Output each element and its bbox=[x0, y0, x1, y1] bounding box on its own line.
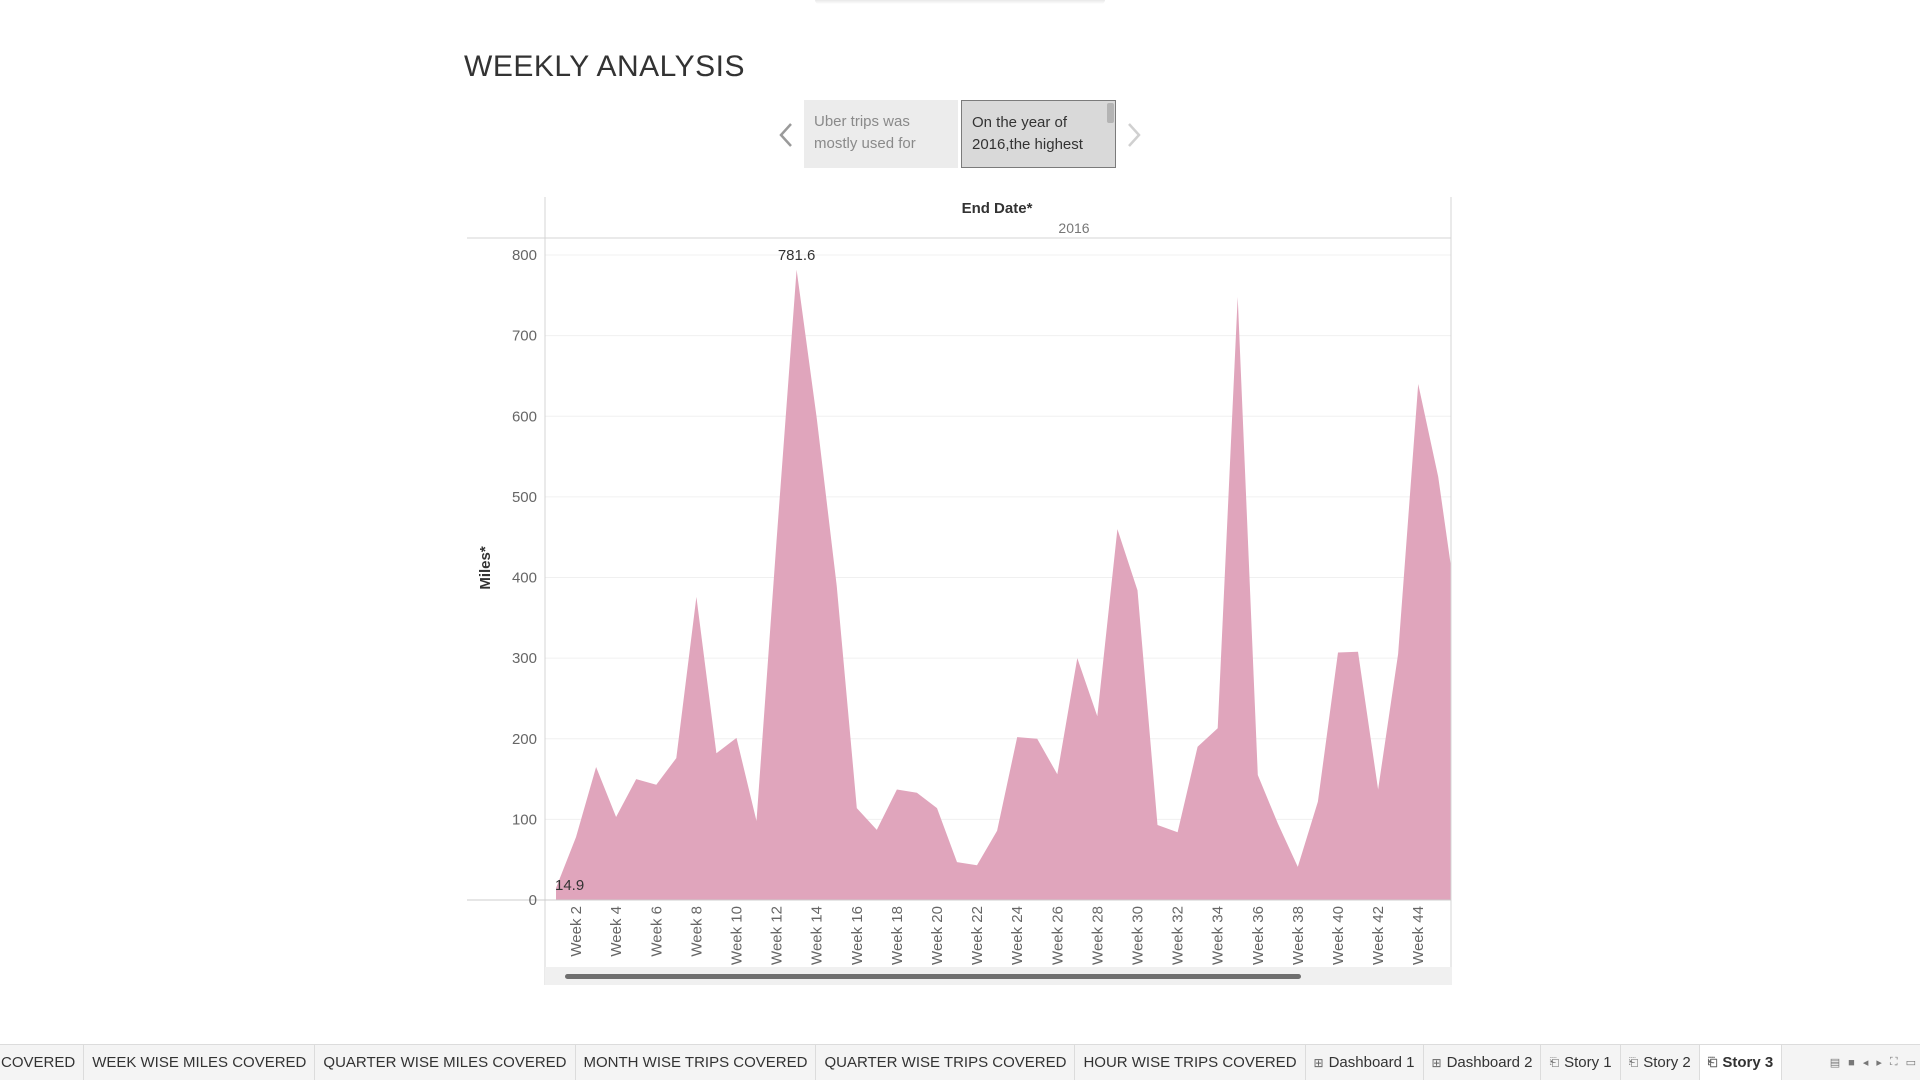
sheet-tab[interactable]: ⎗ Story 3 bbox=[1699, 1045, 1783, 1080]
sheet-tab[interactable]: ⎗ Story 2 bbox=[1621, 1045, 1700, 1080]
x-tick-label: Week 38 bbox=[1290, 906, 1307, 965]
sheet-tab[interactable]: QUARTER WISE TRIPS COVERED bbox=[816, 1045, 1076, 1080]
sheet-tab[interactable]: HOUR WISE TRIPS COVERED bbox=[1075, 1045, 1306, 1080]
sheet-tab-label: QUARTER WISE TRIPS COVERED bbox=[824, 1054, 1067, 1071]
story-point-scrollbar[interactable] bbox=[1107, 103, 1114, 123]
next-story-point-button[interactable] bbox=[1122, 118, 1146, 152]
x-tick-label: Week 2 bbox=[568, 906, 585, 957]
story-point-1-text: Uber trips was mostly used for bbox=[814, 113, 916, 152]
x-tick-label: Week 16 bbox=[849, 906, 866, 965]
horizontal-scrollbar[interactable] bbox=[545, 967, 1452, 985]
story-icon: ⎗ bbox=[1549, 1055, 1560, 1069]
scroll-left-icon[interactable]: ◂ bbox=[1862, 1057, 1869, 1069]
weekly-miles-area-chart: End Date* 2016 Miles* 0 100 200 300 400 500 60… bbox=[467, 197, 1452, 985]
show-sheet-sorter-icon[interactable]: ▤ bbox=[1829, 1057, 1841, 1069]
y-axis-title[interactable]: Miles* bbox=[477, 546, 494, 590]
x-tick-label: Week 4 bbox=[608, 906, 625, 957]
x-tick-label: Week 44 bbox=[1410, 906, 1427, 965]
x-tick-label: Week 22 bbox=[969, 906, 986, 965]
y-tick-label: 200 bbox=[512, 731, 537, 748]
story-icon: ⎗ bbox=[1628, 1055, 1639, 1069]
x-tick-label: Week 34 bbox=[1210, 906, 1227, 965]
data-label: 14.9 bbox=[555, 877, 584, 894]
story-point-2-text: On the year of 2016,the highest bbox=[972, 114, 1083, 153]
sheet-tab-label: Story 3 bbox=[1722, 1054, 1774, 1071]
column-header-end-date[interactable]: End Date* bbox=[962, 200, 1033, 217]
x-tick-label: Week 28 bbox=[1089, 906, 1106, 965]
miles-area-series[interactable] bbox=[556, 269, 1451, 900]
previous-story-point-button[interactable] bbox=[774, 118, 798, 152]
x-tick-label: Week 12 bbox=[769, 906, 786, 965]
sheet-tab[interactable]: COVERED bbox=[0, 1045, 85, 1080]
story-title: WEEKLY ANALYSIS bbox=[464, 50, 745, 83]
x-tick-label: Week 20 bbox=[929, 906, 946, 965]
sheet-tab-label: Dashboard 2 bbox=[1446, 1054, 1533, 1071]
x-tick-label: Week 14 bbox=[809, 906, 826, 965]
presentation-icon[interactable]: ▭ bbox=[1905, 1057, 1916, 1069]
top-toolbar-edge bbox=[815, 0, 1105, 4]
x-tick-label: Week 18 bbox=[889, 906, 906, 965]
sheet-tab[interactable]: ⊞ Dashboard 1 bbox=[1306, 1045, 1424, 1080]
sheet-tab[interactable]: ⊞ Dashboard 2 bbox=[1424, 1045, 1542, 1080]
x-tick-label: Week 36 bbox=[1250, 906, 1267, 965]
sheet-tab-label: COVERED bbox=[1, 1054, 76, 1071]
x-tick-label: Week 24 bbox=[1009, 906, 1026, 965]
x-tick-label: Week 26 bbox=[1049, 906, 1066, 965]
dashboard-icon: ⊞ bbox=[1431, 1055, 1442, 1070]
x-tick-label: Week 10 bbox=[729, 906, 746, 965]
show-filmstrip-icon[interactable]: ■ bbox=[1848, 1056, 1855, 1069]
sheet-tab[interactable]: ⎗ Story 1 bbox=[1541, 1045, 1621, 1080]
story-point-1[interactable]: Uber trips was mostly used for bbox=[804, 100, 958, 168]
y-tick-label: 0 bbox=[529, 892, 537, 909]
sheet-tab-bar: COVERED WEEK WISE MILES COVERED QUARTER WI… bbox=[0, 1044, 1920, 1080]
sheet-tab[interactable]: QUARTER WISE MILES COVERED bbox=[315, 1045, 576, 1080]
sheet-tab[interactable]: MONTH WISE TRIPS COVERED bbox=[576, 1045, 817, 1080]
sheet-tab-label: MONTH WISE TRIPS COVERED bbox=[583, 1054, 808, 1071]
sheet-tab-label: Story 2 bbox=[1643, 1054, 1691, 1071]
x-tick-label: Week 6 bbox=[648, 906, 665, 957]
column-header-year: 2016 bbox=[1058, 220, 1089, 236]
story-icon: ⎗ bbox=[1707, 1055, 1718, 1069]
scroll-right-icon[interactable]: ▸ bbox=[1876, 1057, 1882, 1069]
y-tick-label: 800 bbox=[512, 247, 537, 264]
sheet-tab-label: WEEK WISE MILES COVERED bbox=[92, 1054, 307, 1071]
chevron-left-icon bbox=[779, 123, 792, 147]
y-tick-label: 100 bbox=[512, 811, 537, 828]
data-label: 781.6 bbox=[778, 247, 816, 264]
horizontal-scroll-thumb[interactable] bbox=[565, 974, 1301, 979]
y-tick-label: 400 bbox=[512, 570, 537, 587]
x-tick-label: Week 32 bbox=[1170, 906, 1187, 965]
y-tick-label: 700 bbox=[512, 328, 537, 345]
chevron-right-icon bbox=[1128, 123, 1141, 147]
sheet-tab-label: Dashboard 1 bbox=[1328, 1054, 1415, 1071]
y-tick-label: 500 bbox=[512, 489, 537, 506]
x-tick-label: Week 42 bbox=[1370, 906, 1387, 965]
sheet-tab-label: Story 1 bbox=[1564, 1054, 1612, 1071]
fullscreen-icon[interactable]: ⛶ bbox=[1889, 1056, 1898, 1068]
dashboard-icon: ⊞ bbox=[1313, 1055, 1324, 1070]
sheet-tab[interactable]: WEEK WISE MILES COVERED bbox=[84, 1045, 316, 1080]
story-point-2-selected[interactable]: On the year of 2016,the highest bbox=[961, 100, 1116, 168]
x-tick-label: Week 40 bbox=[1330, 906, 1347, 965]
x-tick-label: Week 8 bbox=[688, 906, 705, 957]
sheet-tab-label: HOUR WISE TRIPS COVERED bbox=[1083, 1054, 1297, 1071]
y-tick-label: 600 bbox=[512, 408, 537, 425]
tab-bar-controls: ▤ ■ ◂ ▸ ⛶ ▭ bbox=[1830, 1056, 1920, 1069]
y-tick-label: 300 bbox=[512, 650, 537, 667]
x-tick-label: Week 30 bbox=[1130, 906, 1147, 965]
sheet-tab-label: QUARTER WISE MILES COVERED bbox=[323, 1054, 567, 1071]
